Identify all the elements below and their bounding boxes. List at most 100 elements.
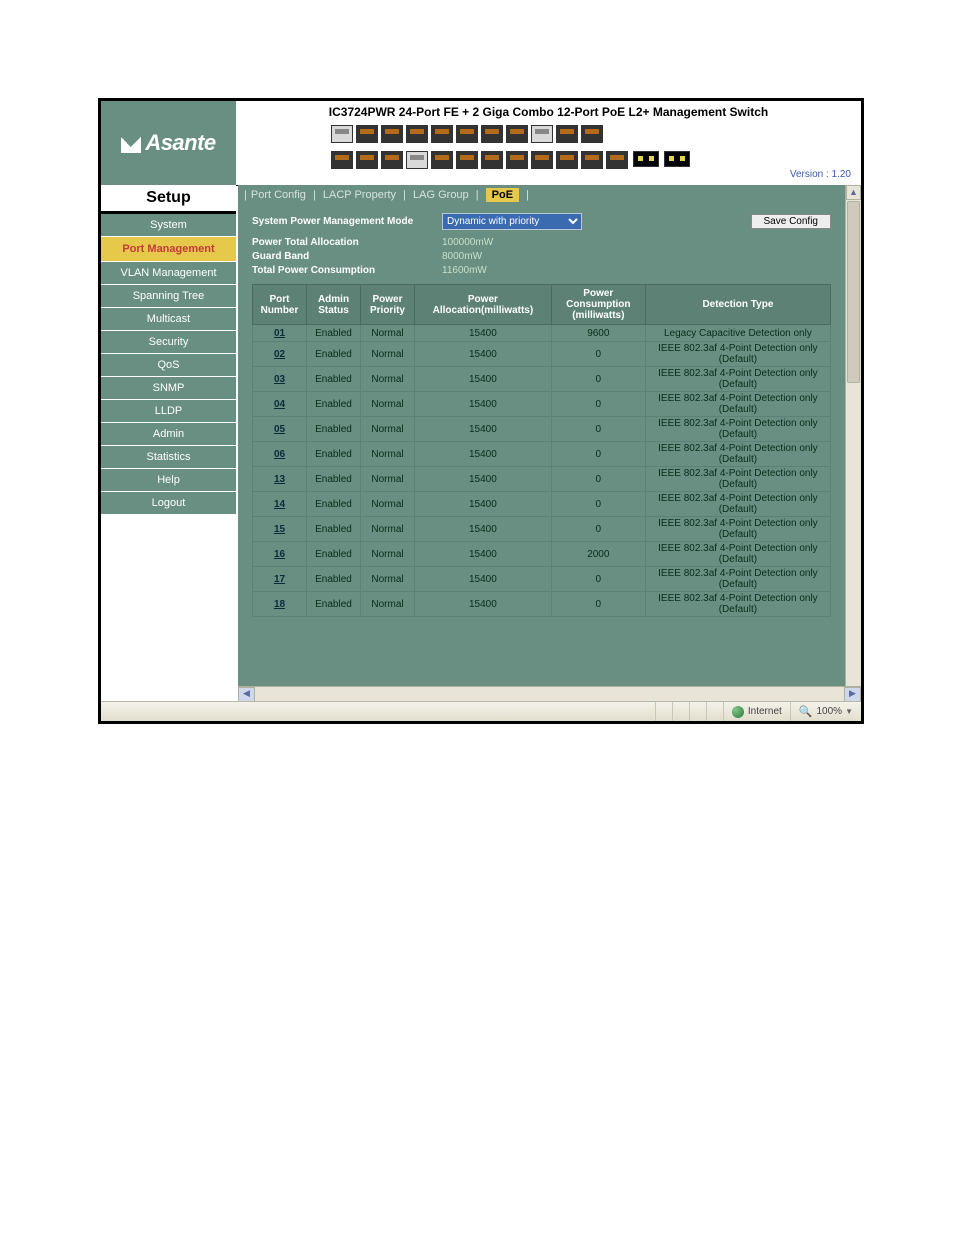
scroll-track[interactable] — [846, 201, 861, 685]
horizontal-scrollbar[interactable]: ◀ ▶ — [238, 686, 861, 702]
sidebar-item-system[interactable]: System — [101, 214, 236, 237]
info-value: 8000mW — [442, 250, 482, 264]
port-link[interactable]: 17 — [253, 567, 307, 592]
poe-table: Port NumberAdmin StatusPower PriorityPow… — [252, 284, 831, 617]
switch-port-icon — [406, 125, 428, 143]
switch-port-icon — [356, 151, 378, 169]
sidebar-item-help[interactable]: Help — [101, 469, 236, 492]
admin-status: Enabled — [307, 325, 361, 342]
switch-port-icon — [481, 125, 503, 143]
admin-status: Enabled — [307, 417, 361, 442]
power-priority: Normal — [361, 367, 415, 392]
power-priority: Normal — [361, 517, 415, 542]
port-link[interactable]: 06 — [253, 442, 307, 467]
switch-port-icon — [406, 151, 428, 169]
sidebar-item-qos[interactable]: QoS — [101, 354, 236, 377]
switch-port-icon — [381, 125, 403, 143]
switch-port-icon — [431, 125, 453, 143]
zoom-dropdown-icon[interactable]: ▼ — [845, 707, 853, 716]
power-consumption: 2000 — [551, 542, 645, 567]
sidebar-item-logout[interactable]: Logout — [101, 492, 236, 515]
switch-port-icon — [606, 151, 628, 169]
port-link[interactable]: 01 — [253, 325, 307, 342]
power-consumption: 0 — [551, 492, 645, 517]
port-link[interactable]: 05 — [253, 417, 307, 442]
scroll-left-arrow-icon[interactable]: ◀ — [238, 687, 255, 702]
status-separator — [672, 702, 689, 721]
power-priority: Normal — [361, 417, 415, 442]
power-consumption: 0 — [551, 392, 645, 417]
status-separator — [689, 702, 706, 721]
port-link[interactable]: 15 — [253, 517, 307, 542]
port-link[interactable]: 04 — [253, 392, 307, 417]
power-priority: Normal — [361, 325, 415, 342]
sidebar-item-multicast[interactable]: Multicast — [101, 308, 236, 331]
sidebar-item-vlan-management[interactable]: VLAN Management — [101, 262, 236, 285]
power-consumption: 9600 — [551, 325, 645, 342]
app-window: Asante IC3724PWR 24-Port FE + 2 Giga Com… — [98, 98, 864, 724]
scroll-right-arrow-icon[interactable]: ▶ — [844, 687, 861, 702]
sidebar-item-security[interactable]: Security — [101, 331, 236, 354]
info-value: 100000mW — [442, 236, 493, 250]
admin-status: Enabled — [307, 367, 361, 392]
tab-lacp-property[interactable]: LACP Property — [323, 189, 396, 201]
sidebar-item-lldp[interactable]: LLDP — [101, 400, 236, 423]
port-link[interactable]: 02 — [253, 342, 307, 367]
status-zoom[interactable]: 🔍 100% ▼ — [790, 702, 861, 721]
table-header: Port Number — [253, 285, 307, 325]
power-allocation: 15400 — [415, 492, 552, 517]
status-zoom-text: 100% — [817, 706, 843, 717]
power-priority: Normal — [361, 542, 415, 567]
tab-poe[interactable]: PoE — [486, 188, 519, 202]
table-row: 01EnabledNormal154009600Legacy Capacitiv… — [253, 325, 831, 342]
asante-icon — [121, 133, 141, 153]
switch-port-icon — [506, 125, 528, 143]
port-link[interactable]: 16 — [253, 542, 307, 567]
tab-lag-group[interactable]: LAG Group — [413, 189, 469, 201]
switch-port-icon — [456, 125, 478, 143]
power-allocation: 15400 — [415, 542, 552, 567]
power-priority: Normal — [361, 567, 415, 592]
power-consumption: 0 — [551, 417, 645, 442]
switch-port-icon — [556, 151, 578, 169]
info-key: Power Total Allocation — [252, 236, 442, 250]
scroll-thumb[interactable] — [847, 201, 860, 383]
port-link[interactable]: 14 — [253, 492, 307, 517]
tab-separator: | — [523, 189, 529, 201]
switch-port-icon — [331, 151, 353, 169]
tab-port-config[interactable]: Port Config — [251, 189, 306, 201]
power-allocation: 15400 — [415, 325, 552, 342]
power-allocation: 15400 — [415, 467, 552, 492]
switch-port-icon — [431, 151, 453, 169]
sidebar-item-admin[interactable]: Admin — [101, 423, 236, 446]
info-key: Guard Band — [252, 250, 442, 264]
sidebar-item-spanning-tree[interactable]: Spanning Tree — [101, 285, 236, 308]
port-link[interactable]: 13 — [253, 467, 307, 492]
port-link[interactable]: 18 — [253, 592, 307, 617]
hscroll-track[interactable] — [255, 688, 844, 701]
scroll-up-arrow-icon[interactable]: ▲ — [846, 185, 861, 200]
power-priority: Normal — [361, 467, 415, 492]
admin-status: Enabled — [307, 517, 361, 542]
power-consumption: 0 — [551, 467, 645, 492]
info-row: Power Total Allocation100000mW — [252, 236, 831, 250]
sidebar-item-port-management[interactable]: Port Management — [101, 237, 236, 262]
table-row: 13EnabledNormal154000IEEE 802.3af 4-Poin… — [253, 467, 831, 492]
tab-separator: | — [400, 189, 409, 201]
sidebar-item-snmp[interactable]: SNMP — [101, 377, 236, 400]
switch-port-icon — [506, 151, 528, 169]
table-row: 03EnabledNormal154000IEEE 802.3af 4-Poin… — [253, 367, 831, 392]
vertical-scrollbar[interactable]: ▲ ▼ — [845, 185, 861, 701]
admin-status: Enabled — [307, 342, 361, 367]
table-row: 18EnabledNormal154000IEEE 802.3af 4-Poin… — [253, 592, 831, 617]
detection-type: IEEE 802.3af 4-Point Detection only (Def… — [645, 442, 830, 467]
port-link[interactable]: 03 — [253, 367, 307, 392]
mgmt-mode-select[interactable]: Dynamic with priority — [442, 213, 582, 230]
version-label: Version : 1.20 — [790, 169, 851, 180]
admin-status: Enabled — [307, 467, 361, 492]
info-value: 11600mW — [442, 264, 487, 278]
sidebar-item-statistics[interactable]: Statistics — [101, 446, 236, 469]
switch-port-icon — [481, 151, 503, 169]
switch-port-icon — [356, 125, 378, 143]
save-config-button[interactable]: Save Config — [751, 214, 831, 229]
